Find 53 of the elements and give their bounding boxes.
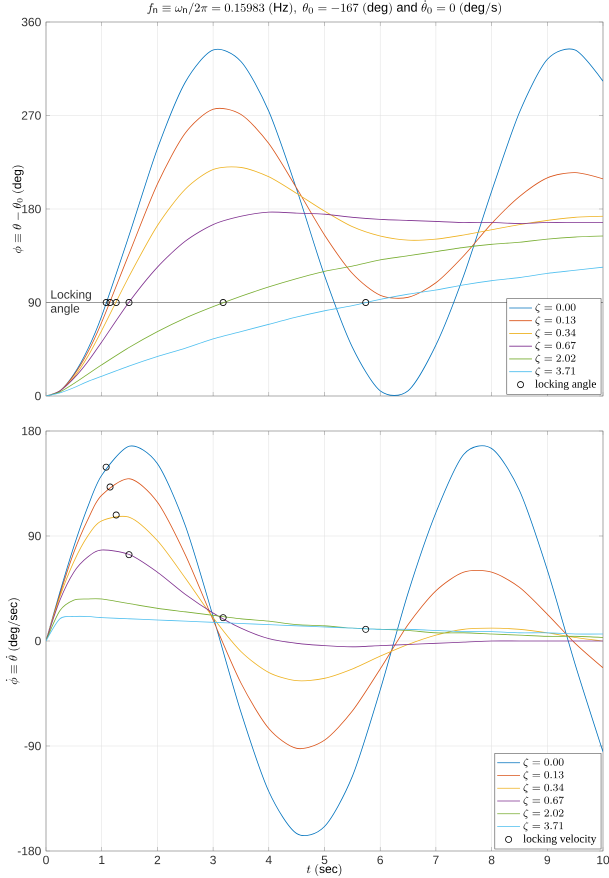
ref-line-label: Locking angle	[50, 290, 91, 316]
legend-label: $\zeta = 3.71$	[536, 366, 576, 377]
point	[106, 484, 114, 490]
x-tick-label: 5	[322, 856, 328, 864]
x-tick-label: 7	[433, 856, 439, 864]
y-axis-title: $\dot{\phi} \equiv \dot{\theta}\ \mathrm{(deg/sec)}$	[6, 598, 20, 684]
y-tick-label: 180	[22, 204, 41, 214]
legend-label: $\zeta = 2.02$	[536, 354, 576, 364]
legend-label: $\zeta = 0.13$	[536, 316, 576, 326]
x-tick-label: 8	[488, 856, 494, 864]
legend-label: $\zeta = 0.00$	[536, 303, 576, 313]
point	[220, 614, 227, 622]
x-tick-label: 9	[544, 856, 550, 864]
x-tick-label: 6	[377, 856, 384, 864]
legend-label: $\zeta = 0.13$	[524, 770, 564, 780]
y-tick-label: 270	[22, 111, 41, 120]
legend-label: $\zeta = 0.67$	[524, 796, 564, 806]
line-series	[46, 446, 603, 835]
legend-label: $\zeta = 0.34$	[536, 328, 576, 338]
point	[362, 626, 370, 633]
legend-label: $\zeta = 0.00$	[524, 758, 564, 768]
y-tick-label: 0	[35, 636, 41, 646]
x-tick-label: 1	[99, 856, 104, 864]
line-series	[46, 616, 603, 642]
line-series	[46, 550, 603, 648]
y-tick-label: 0	[35, 392, 41, 400]
x-tick-label: 10	[597, 856, 609, 864]
point	[126, 551, 132, 558]
chart-title: $f_\mathrm{n} \equiv \omega_\mathrm{n}/2\pi = 0.15983\ \mathrm{(Hz)},\ \theta_0 = -167\ \mathrm{(deg)\ and}\ \dot{\theta}_0 = 0\ \mathrm{(deg/s)}$	[147, 0, 501, 15]
y-tick-label: 90	[28, 298, 41, 307]
y-tick-label: 90	[28, 532, 41, 540]
x-tick-label: 4	[266, 856, 272, 864]
legend-label: $\zeta = 0.34$	[524, 784, 564, 794]
y-tick-label: -90	[24, 742, 41, 750]
y-tick-label: 360	[22, 18, 41, 26]
legend-label: locking velocity	[523, 834, 596, 845]
line-series	[46, 598, 603, 642]
y-tick-label: -180	[18, 846, 41, 856]
line-series	[46, 266, 603, 396]
x-tick-label: 0	[43, 856, 49, 864]
line-series	[46, 478, 603, 749]
x-tick-label: 2	[154, 856, 160, 864]
x-axis-title: $t\ \mathrm{(sec)}$	[306, 864, 342, 876]
legend-label: $\zeta = 2.02$	[524, 809, 564, 819]
legend-label: $\zeta = 3.71$	[524, 822, 564, 832]
y-tick-label: 180	[22, 426, 41, 436]
line-series	[46, 516, 603, 682]
legend-label: locking angle	[535, 380, 596, 390]
x-tick-label: 3	[210, 856, 216, 864]
point	[102, 464, 110, 471]
point	[112, 512, 120, 518]
y-axis-title: $\phi \equiv \theta - \theta_0\ \mathrm{(deg)}$	[12, 166, 24, 254]
legend-label: $\zeta = 0.67$	[536, 341, 576, 352]
